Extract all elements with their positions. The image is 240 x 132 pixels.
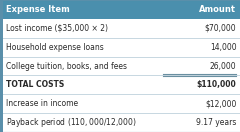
Bar (0, 19, 240, 38)
Text: $70,000: $70,000 (205, 24, 236, 33)
Text: TOTAL COSTS: TOTAL COSTS (6, 80, 64, 89)
Bar (0, 75, 240, 94)
Text: Expense Item: Expense Item (6, 5, 70, 14)
Text: Payback period ($110,000/$12,000): Payback period ($110,000/$12,000) (6, 116, 137, 129)
Text: Increase in income: Increase in income (6, 99, 78, 108)
Text: Household expense loans: Household expense loans (6, 43, 104, 52)
Bar (0, 113, 240, 132)
Text: 26,000: 26,000 (210, 62, 236, 70)
Bar (0, 0, 3, 132)
Text: $110,000: $110,000 (197, 80, 236, 89)
Text: 9.17 years: 9.17 years (196, 118, 236, 127)
Bar (0, 38, 240, 57)
Bar (0, 0, 240, 19)
Text: Lost income ($35,000 × 2): Lost income ($35,000 × 2) (6, 24, 108, 33)
Text: College tuition, books, and fees: College tuition, books, and fees (6, 62, 127, 70)
Text: $12,000: $12,000 (205, 99, 236, 108)
Bar (0, 94, 240, 113)
Bar (0, 57, 240, 75)
Text: Amount: Amount (199, 5, 236, 14)
Text: 14,000: 14,000 (210, 43, 236, 52)
